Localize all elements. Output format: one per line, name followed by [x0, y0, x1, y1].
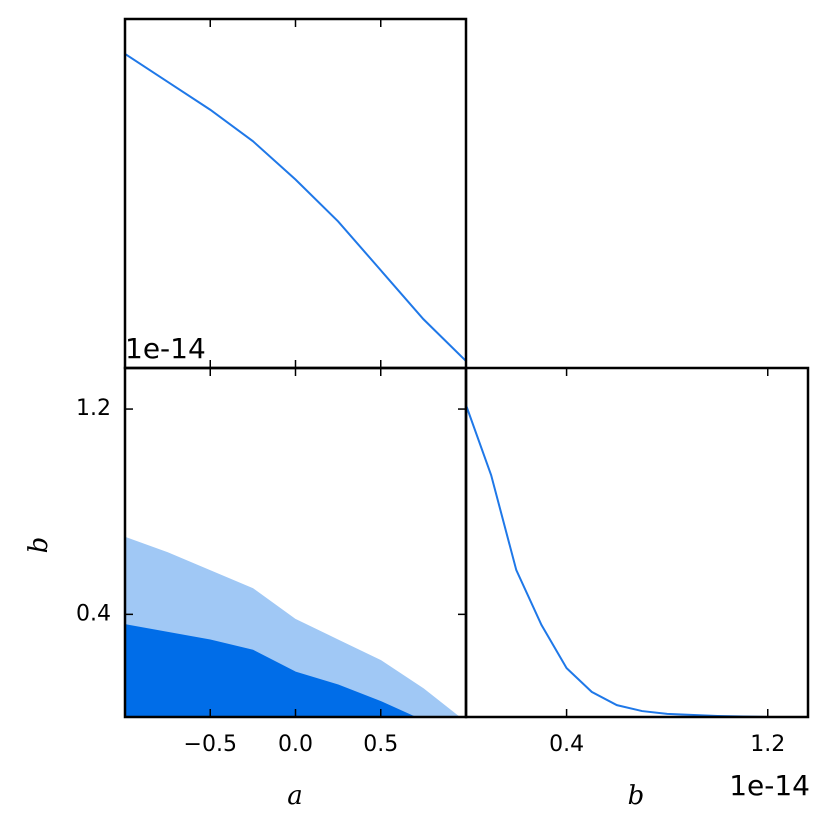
x-tick-label: 0.5 — [363, 732, 398, 757]
density-line — [466, 404, 808, 717]
panel-frame — [464, 366, 810, 719]
offset-label: 1e-14 — [729, 769, 810, 802]
y-axis-label: b — [24, 537, 54, 554]
contour-area — [125, 624, 416, 717]
x-axis-label: b — [628, 781, 645, 811]
y-tick-label: 0.4 — [76, 601, 111, 626]
x-axis-label: a — [287, 781, 303, 811]
x-tick-label: −0.5 — [184, 732, 237, 757]
offset-label: 1e-14 — [125, 332, 206, 365]
x-tick-label: 0.0 — [278, 732, 313, 757]
y-tick-label: 1.2 — [76, 396, 111, 421]
density-line — [125, 53, 466, 362]
x-tick-label: 1.2 — [750, 732, 785, 757]
x-tick-label: 0.4 — [549, 732, 584, 757]
panel-frame — [123, 17, 468, 370]
